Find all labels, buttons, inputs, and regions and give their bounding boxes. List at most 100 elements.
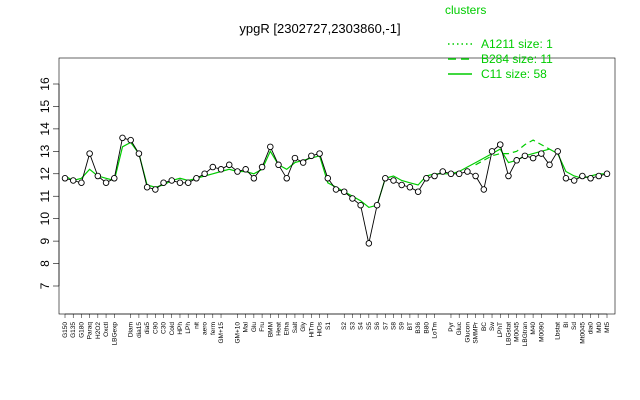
series-line-B284: [475, 139, 550, 166]
data-point: [225, 161, 233, 169]
legend-entry: B284 size: 11: [481, 52, 553, 66]
x-tick-label: S4: [358, 322, 365, 330]
data-point: [102, 179, 110, 187]
data-point: [299, 159, 307, 166]
legend-title: clusters: [445, 3, 486, 17]
data-point: [595, 172, 603, 180]
x-tick-label: H2O2: [95, 322, 102, 339]
x-tick-label: aero: [202, 322, 209, 335]
data-point: [127, 136, 134, 144]
chart-title: ypgR [2302727,2303860,-1]: [239, 21, 400, 36]
y-tick-label: 8: [38, 260, 52, 267]
data-point: [119, 134, 126, 142]
points-layer: [61, 134, 611, 247]
x-tick-label: Paraq: [87, 322, 94, 340]
data-point: [554, 148, 561, 155]
data-point: [505, 172, 512, 180]
x-tick-label: C90: [152, 322, 159, 334]
data-point: [431, 172, 438, 180]
x-tick-label: Bl: [563, 321, 570, 327]
x-tick-label: S3: [349, 322, 356, 330]
data-point: [135, 150, 143, 157]
data-point: [423, 175, 430, 182]
x-tick-label: Mt5: [604, 322, 611, 333]
x-tick-label: M0045: [514, 322, 521, 342]
x-tick-label: S2: [341, 322, 348, 330]
data-point: [193, 175, 200, 182]
x-tick-label: ferm: [210, 322, 217, 335]
data-point: [398, 181, 405, 189]
data-point: [201, 170, 208, 178]
x-tick-label: dia15: [136, 322, 143, 338]
data-point: [242, 166, 249, 173]
x-tick-label: GM+10: [234, 322, 241, 344]
data-point: [538, 150, 545, 157]
data-point: [275, 161, 282, 169]
data-point: [86, 150, 93, 157]
x-tick-label: Fru: [259, 322, 266, 332]
x-tick-label: M40: [530, 322, 537, 335]
data-point: [447, 170, 455, 178]
x-tick-label: Diam: [128, 322, 135, 337]
x-tick-label: Cold: [169, 322, 176, 336]
data-point: [152, 186, 159, 193]
x-tick-label: LBGstat: [505, 322, 512, 346]
data-point: [349, 195, 356, 202]
data-point: [143, 183, 151, 191]
x-tick-label: LBGexp: [111, 322, 118, 346]
x-tick-label: dia5: [144, 322, 151, 335]
data-point: [513, 157, 520, 164]
x-tick-label: B36: [415, 322, 422, 334]
x-tick-label: LoTm: [432, 322, 439, 339]
data-point: [480, 186, 488, 193]
x-tick-label: BT: [407, 322, 414, 330]
y-tick-label: 13: [38, 144, 52, 158]
data-point: [258, 163, 266, 171]
data-point: [546, 161, 553, 169]
data-point: [160, 179, 167, 187]
data-point: [464, 168, 471, 175]
x-tick-label: Salt: [292, 322, 299, 333]
x-tick-label: HiTm: [308, 322, 315, 338]
data-point: [390, 177, 397, 184]
x-tick-label: M0090: [538, 322, 545, 342]
data-point: [209, 163, 217, 171]
data-point: [357, 201, 364, 209]
x-tick-label: S6: [374, 322, 381, 330]
x-tick-label: dia0: [588, 322, 595, 335]
x-tick-label: S7: [382, 322, 389, 330]
data-point: [168, 177, 176, 184]
data-point: [316, 150, 323, 157]
x-tick-label: S8: [390, 322, 397, 330]
data-point: [382, 175, 389, 182]
x-tick-label: Mt0045: [579, 322, 586, 344]
x-tick-label: Lbstat: [555, 322, 562, 340]
x-tick-label: BC: [481, 322, 488, 331]
x-tick-label: B80: [423, 322, 430, 334]
data-point: [570, 177, 578, 184]
y-tick-label: 7: [38, 282, 52, 289]
data-point: [579, 172, 586, 180]
x-tick-label: Mt0: [596, 322, 603, 333]
data-point: [414, 188, 422, 195]
x-tick-label: GM+15: [218, 322, 225, 344]
data-point: [324, 175, 332, 182]
legend-entry: C11 size: 58: [481, 67, 547, 81]
y-axis: 7 8 9 10 11 12 13 14 15 16: [38, 77, 60, 289]
y-tick-label: 15: [38, 99, 52, 113]
data-point: [217, 166, 225, 173]
data-point: [61, 175, 69, 182]
x-tick-label: HPh: [177, 322, 184, 335]
data-point: [439, 168, 447, 175]
y-tick-label: 12: [38, 167, 52, 181]
data-point: [184, 179, 192, 187]
y-tick-label: 14: [38, 122, 52, 136]
x-tick-label: Heat: [276, 322, 283, 336]
data-point: [250, 175, 258, 182]
data-point: [291, 154, 299, 162]
x-tick-label: G150: [62, 322, 69, 338]
data-point: [406, 183, 414, 191]
data-point: [111, 175, 118, 182]
data-point: [455, 170, 463, 178]
